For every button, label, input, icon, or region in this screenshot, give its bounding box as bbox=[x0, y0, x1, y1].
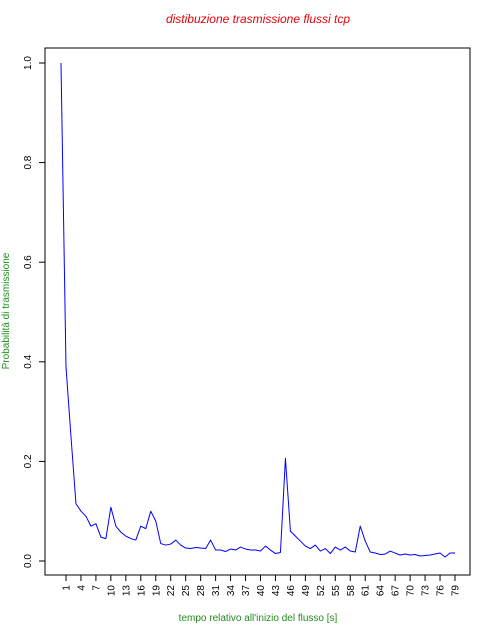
x-tick-label: 73 bbox=[421, 585, 432, 597]
x-tick-label: 46 bbox=[286, 585, 297, 597]
x-tick-label: 34 bbox=[226, 585, 237, 597]
x-tick-label: 1 bbox=[61, 585, 72, 591]
plot-area bbox=[44, 47, 471, 576]
y-tick-label: 1.0 bbox=[23, 56, 34, 70]
x-axis-label: tempo relativo all'inizio del flusso [s] bbox=[179, 613, 338, 624]
x-axis: 1 4 7 10 13 16 19 22 25 28 31 34 37 40 43 46 49 52 55 58 61 6… bbox=[61, 574, 462, 597]
chart-title: distibuzione trasmissione flussi tcp bbox=[166, 12, 350, 26]
x-tick-label: 67 bbox=[391, 585, 402, 597]
x-tick-label: 49 bbox=[301, 585, 312, 597]
x-tick-label: 19 bbox=[151, 585, 162, 597]
y-tick-label: 0.2 bbox=[23, 454, 34, 468]
x-tick-label: 76 bbox=[436, 585, 447, 597]
x-tick-label: 25 bbox=[181, 585, 192, 597]
x-tick-label: 64 bbox=[376, 585, 387, 597]
y-axis-label: Probabilità di trasmissione bbox=[1, 252, 12, 369]
x-tick-label: 58 bbox=[346, 585, 357, 597]
x-tick-label: 31 bbox=[211, 585, 222, 597]
x-tick-label: 10 bbox=[106, 585, 117, 597]
series-line bbox=[60, 62, 455, 558]
y-tick-label: 0.8 bbox=[23, 155, 34, 169]
y-tick-label: 0.6 bbox=[23, 255, 34, 269]
series-layer bbox=[60, 62, 456, 558]
plot-border bbox=[44, 47, 471, 576]
y-axis: 0.0 0.2 0.4 0.6 0.8 1.0 bbox=[23, 56, 46, 568]
x-tick-label: 43 bbox=[271, 585, 282, 597]
y-tick-label: 0.0 bbox=[23, 554, 34, 568]
x-tick-label: 70 bbox=[406, 585, 417, 597]
x-tick-label: 16 bbox=[136, 585, 147, 597]
x-tick-label: 52 bbox=[316, 585, 327, 597]
x-tick-label: 55 bbox=[331, 585, 342, 597]
y-tick-label: 0.4 bbox=[23, 354, 34, 368]
x-tick-label: 13 bbox=[121, 585, 132, 597]
x-tick-label: 4 bbox=[76, 585, 87, 591]
x-tick-label: 40 bbox=[256, 585, 267, 597]
x-tick-label: 79 bbox=[451, 585, 462, 597]
x-tick-label: 61 bbox=[361, 585, 372, 597]
x-tick-label: 22 bbox=[166, 585, 177, 597]
x-tick-label: 28 bbox=[196, 585, 207, 597]
x-tick-label: 7 bbox=[91, 585, 102, 591]
x-tick-label: 37 bbox=[241, 585, 252, 597]
